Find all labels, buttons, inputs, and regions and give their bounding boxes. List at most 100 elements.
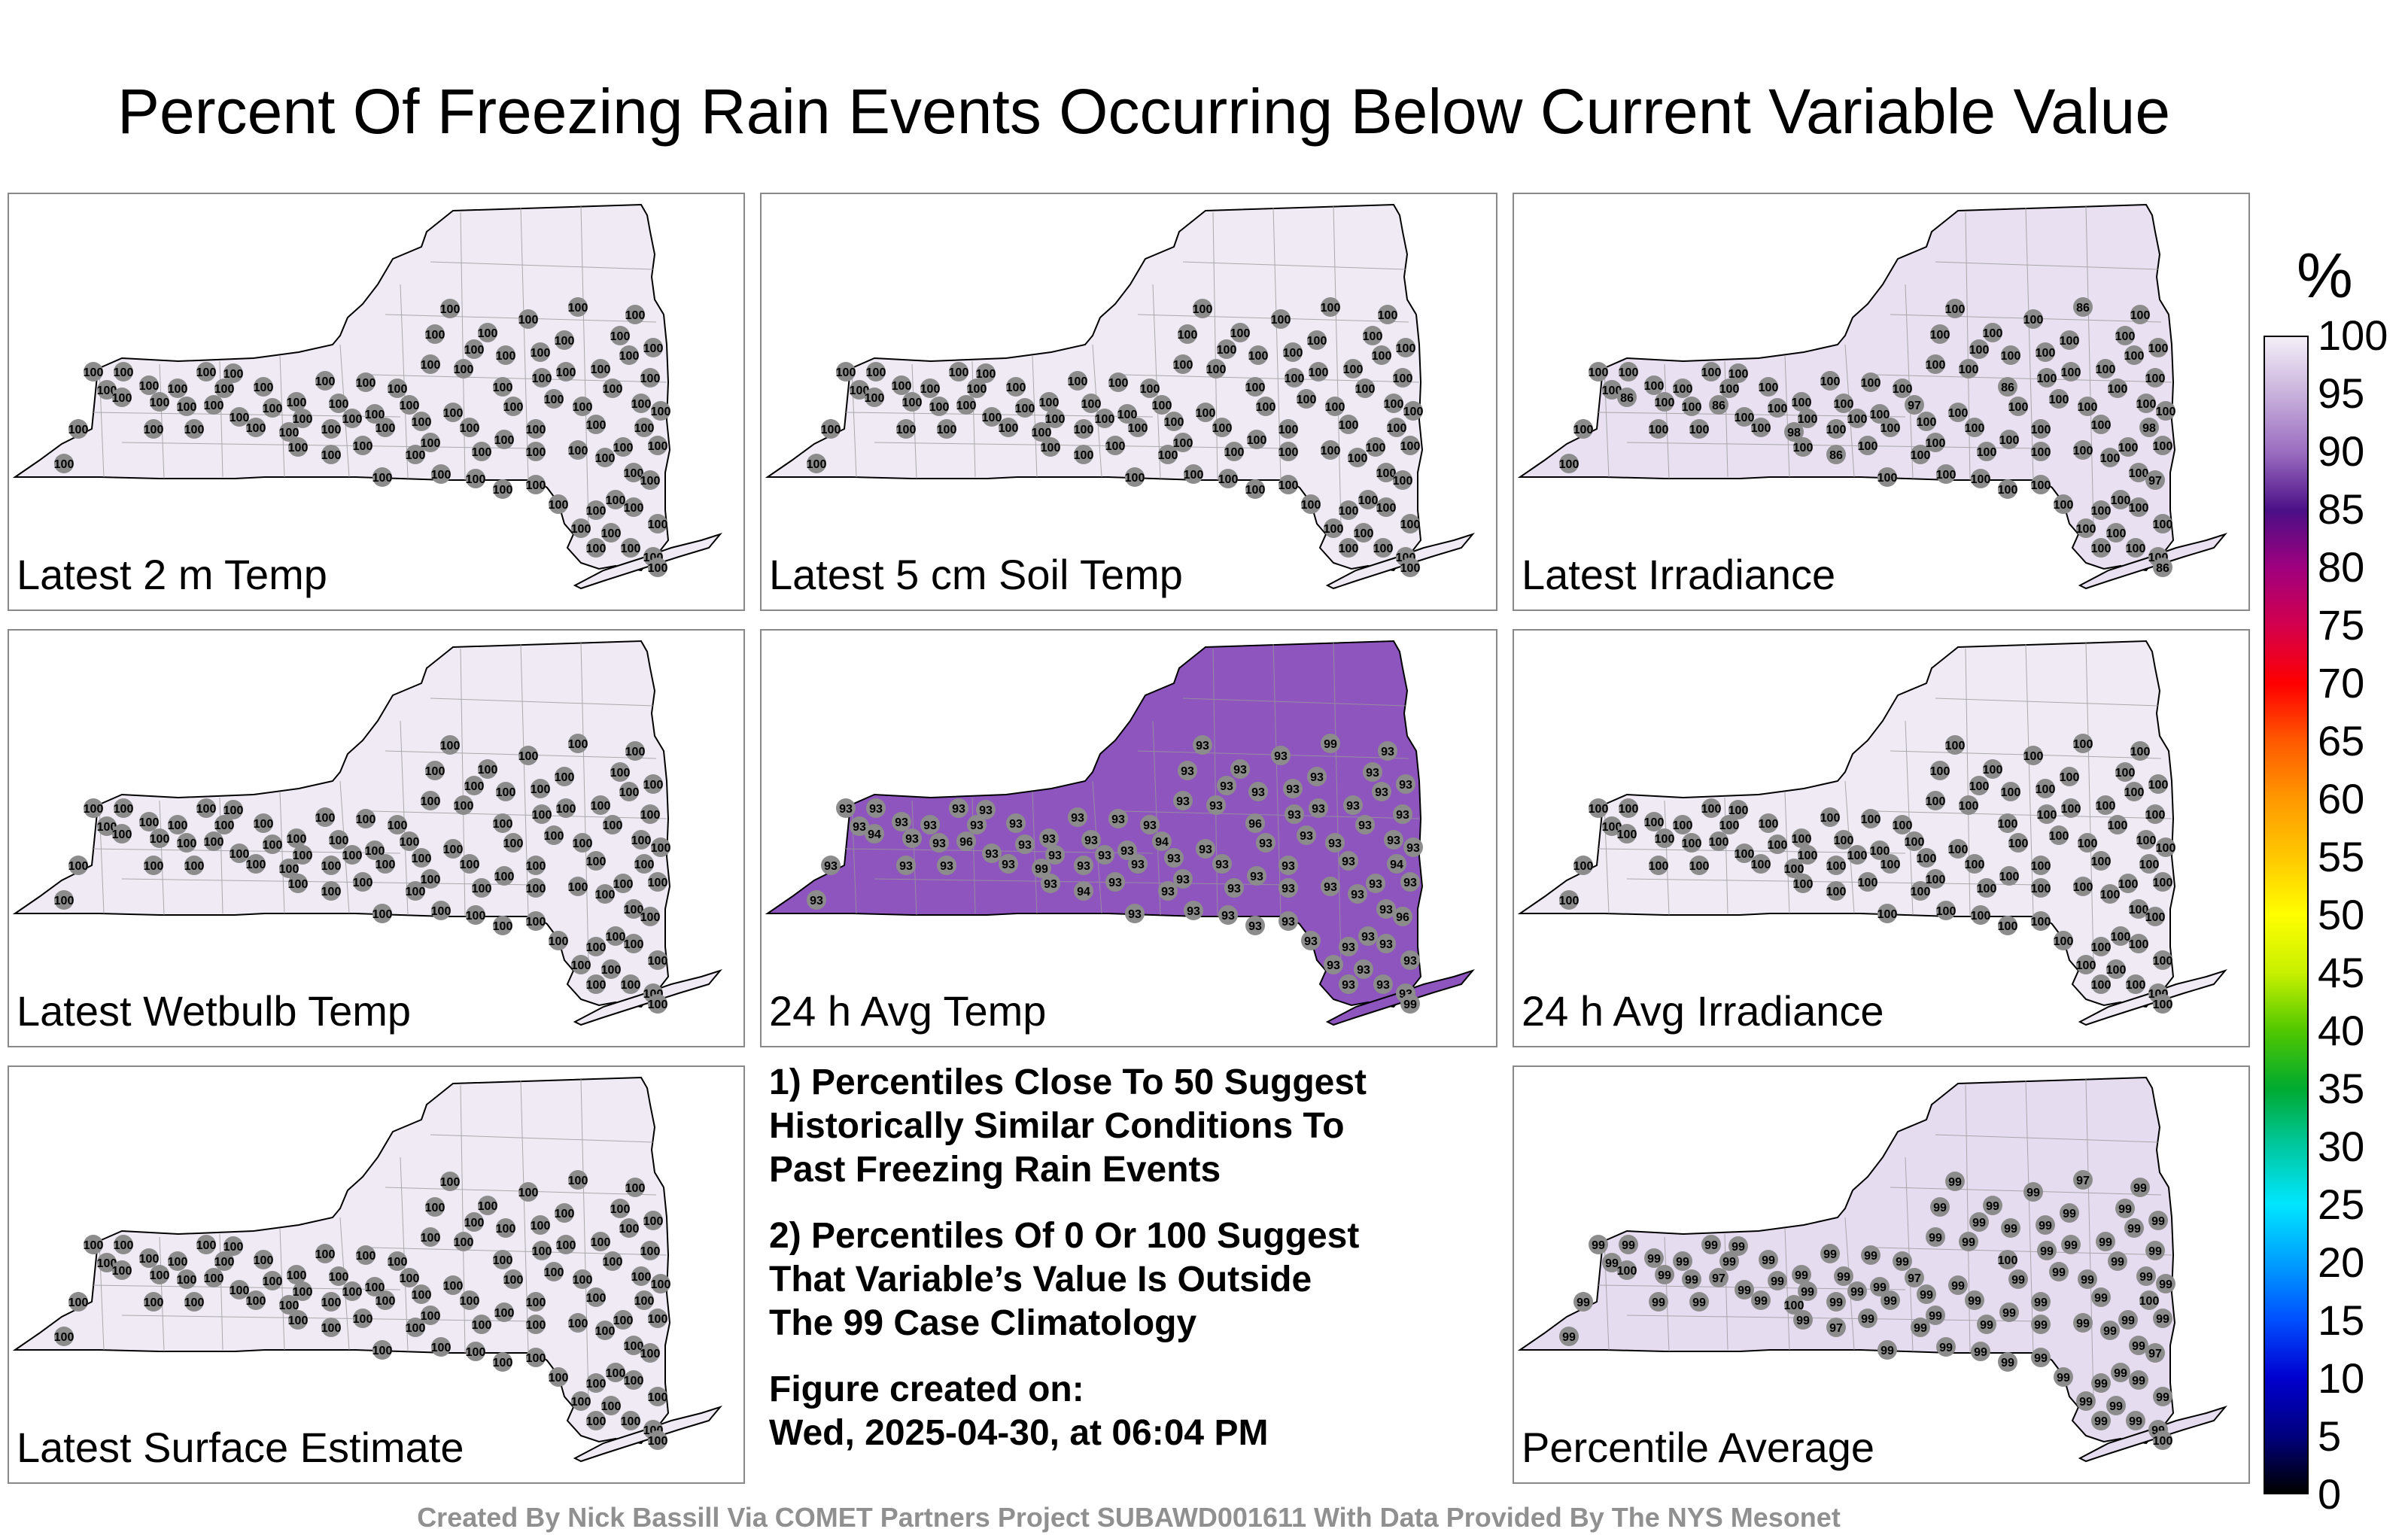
svg-text:100: 100 — [549, 1372, 569, 1385]
station-marker: 100 — [184, 419, 204, 439]
station-marker: 100 — [967, 378, 987, 398]
station-marker: 100 — [263, 1271, 282, 1290]
svg-text:100: 100 — [1400, 562, 1421, 575]
svg-text:100: 100 — [2008, 401, 2029, 414]
station-marker: 99 — [2076, 1391, 2096, 1411]
station-marker: 100 — [1105, 436, 1125, 455]
svg-text:100: 100 — [1847, 850, 1868, 862]
station-marker: 99 — [1880, 1290, 1900, 1310]
station-marker: 100 — [586, 1373, 606, 1393]
svg-text:100: 100 — [321, 886, 342, 898]
station-marker: 97 — [2073, 1170, 2093, 1190]
svg-text:100: 100 — [150, 1269, 170, 1282]
station-marker: 100 — [531, 779, 550, 798]
svg-text:100: 100 — [204, 836, 224, 849]
station-marker: 100 — [643, 338, 664, 357]
station-marker: 99 — [1893, 1251, 1912, 1271]
station-marker: 100 — [634, 1290, 654, 1310]
svg-text:100: 100 — [1682, 837, 1702, 850]
station-marker: 100 — [2091, 538, 2111, 558]
station-marker: 100 — [2060, 767, 2079, 786]
svg-text:99: 99 — [2057, 1372, 2070, 1385]
svg-text:99: 99 — [1896, 1256, 1909, 1269]
svg-text:100: 100 — [150, 833, 170, 846]
station-marker: 99 — [2078, 1269, 2097, 1289]
svg-text:100: 100 — [2124, 786, 2145, 799]
station-marker: 100 — [460, 1290, 479, 1310]
svg-text:100: 100 — [214, 383, 235, 396]
station-marker: 100 — [1983, 323, 2002, 342]
station-marker: 100 — [288, 1310, 308, 1330]
station-marker: 100 — [2096, 359, 2115, 378]
svg-text:100: 100 — [2153, 999, 2173, 1011]
station-marker: 100 — [1971, 469, 1990, 488]
station-marker: 100 — [2111, 926, 2130, 946]
svg-text:100: 100 — [643, 342, 664, 355]
station-marker: 100 — [1936, 901, 1956, 920]
station-marker: 100 — [68, 856, 88, 875]
station-marker: 100 — [440, 735, 460, 755]
svg-text:100: 100 — [1751, 859, 1771, 871]
svg-text:100: 100 — [1959, 363, 1979, 376]
station-marker: 100 — [591, 359, 610, 378]
svg-text:99: 99 — [1968, 1295, 1981, 1308]
station-marker: 93 — [1324, 955, 1343, 974]
station-marker: 100 — [1278, 419, 1298, 439]
station-marker: 100 — [1998, 916, 2017, 935]
station-marker: 100 — [1158, 445, 1178, 464]
svg-text:99: 99 — [2109, 1400, 2123, 1413]
svg-text:96: 96 — [959, 836, 973, 849]
station-marker: 93 — [1256, 833, 1275, 853]
svg-text:100: 100 — [624, 1340, 644, 1353]
svg-text:100: 100 — [97, 1257, 117, 1270]
svg-text:100: 100 — [431, 469, 451, 482]
station-marker: 100 — [54, 454, 74, 473]
station-marker: 100 — [2078, 397, 2097, 416]
station-marker: 99 — [1998, 1352, 2017, 1372]
svg-text:100: 100 — [1339, 505, 1359, 518]
station-marker: 93 — [1074, 856, 1093, 875]
station-marker: 97 — [1905, 1268, 1924, 1287]
station-marker: 86 — [1826, 445, 1846, 464]
station-marker: 100 — [279, 422, 299, 442]
svg-text:100: 100 — [114, 1239, 134, 1252]
svg-text:100: 100 — [1735, 412, 1755, 424]
svg-text:93: 93 — [1143, 819, 1157, 832]
station-marker: 100 — [493, 1250, 512, 1269]
station-marker: 100 — [287, 1265, 306, 1284]
colorbar-tick-label: 20 — [2318, 1239, 2365, 1286]
svg-text:100: 100 — [2060, 335, 2080, 348]
svg-text:99: 99 — [2094, 1292, 2108, 1305]
svg-text:100: 100 — [640, 475, 661, 488]
station-marker: 100 — [1945, 299, 1965, 318]
station-marker: 100 — [144, 856, 163, 875]
station-marker: 100 — [496, 1218, 515, 1238]
station-marker: 99 — [2108, 1251, 2127, 1271]
station-marker: 93 — [807, 890, 826, 910]
station-marker: 99 — [1911, 1318, 1930, 1337]
svg-text:100: 100 — [114, 803, 134, 816]
station-marker: 100 — [1128, 418, 1148, 437]
svg-text:99: 99 — [1762, 1254, 1775, 1267]
svg-text:100: 100 — [496, 786, 516, 799]
station-marker: 100 — [544, 825, 564, 845]
svg-text:93: 93 — [1288, 809, 1301, 822]
svg-text:100: 100 — [1193, 303, 1213, 316]
station-marker: 99 — [2124, 1218, 2144, 1238]
svg-text:100: 100 — [956, 400, 977, 412]
svg-text:100: 100 — [246, 859, 266, 871]
svg-text:100: 100 — [1403, 406, 1424, 418]
station-marker: 100 — [603, 1251, 622, 1271]
svg-text:100: 100 — [365, 1281, 385, 1294]
svg-text:100: 100 — [920, 383, 941, 396]
station-marker: 100 — [651, 401, 670, 421]
station-marker: 100 — [1983, 759, 2002, 779]
station-marker: 100 — [230, 1280, 249, 1299]
station-marker: 97 — [2145, 1343, 2165, 1363]
station-marker: 100 — [454, 795, 473, 815]
svg-text:100: 100 — [466, 1346, 486, 1359]
svg-text:100: 100 — [643, 779, 664, 792]
station-marker: 100 — [1673, 378, 1692, 398]
svg-text:100: 100 — [568, 302, 588, 315]
station-marker: 100 — [321, 1318, 341, 1337]
